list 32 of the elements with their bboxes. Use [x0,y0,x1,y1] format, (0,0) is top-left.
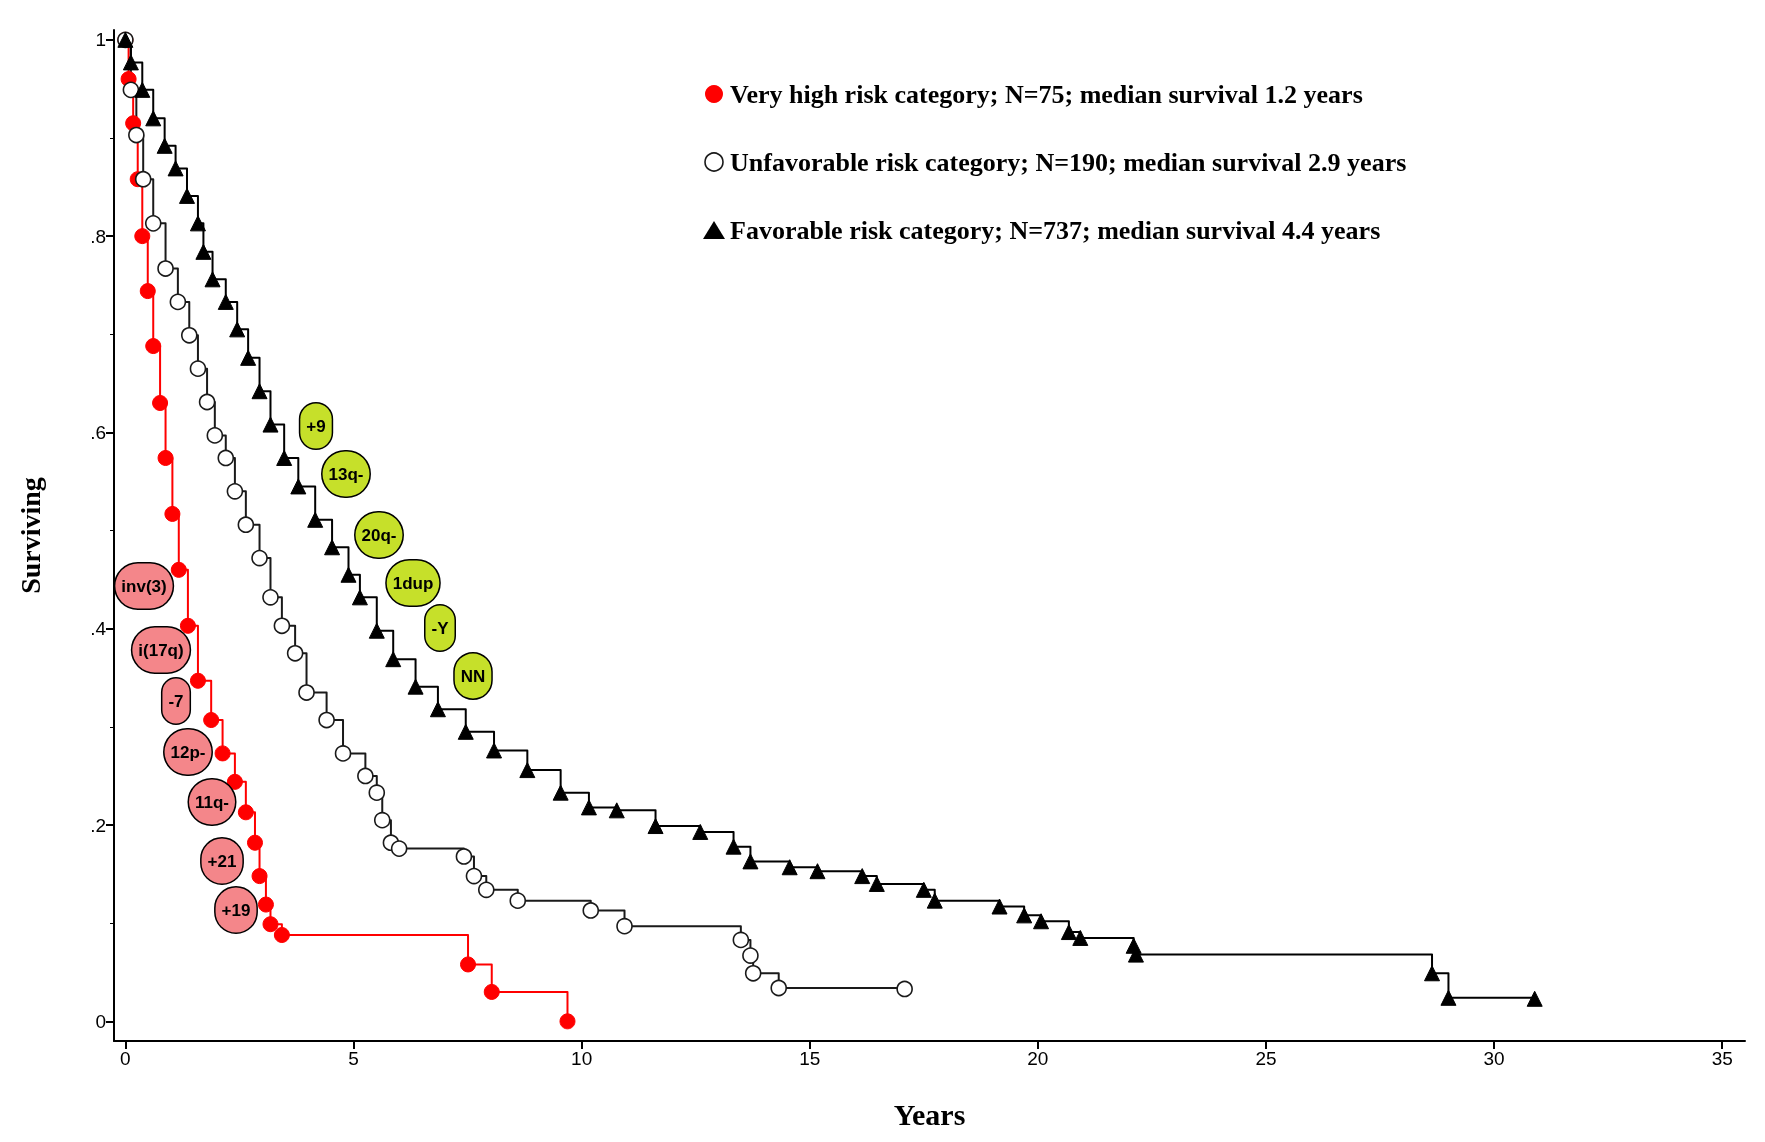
legend-label: Very high risk category; N=75; median survival 1.2 years [730,79,1363,109]
annotation: -Y [431,618,450,638]
annotation: 11q- [194,792,230,812]
annotation: +9 [306,416,326,436]
x-tick-label: 0 [120,1048,131,1069]
x-tick-label: 25 [1255,1048,1277,1069]
annotation: inv(3) [121,576,167,596]
annotation: i(17q) [138,640,184,660]
x-tick-label: 20 [1027,1048,1049,1069]
annotation: 13q- [328,464,364,484]
annotation: 12p- [170,742,206,762]
annotation: +19 [221,900,251,920]
y-tick-label: .6 [90,421,106,443]
y-tick-label: .4 [90,618,107,640]
legend-label: Unfavorable risk category; N=190; median survival 2.9 years [730,147,1407,177]
x-tick-label: 10 [571,1048,593,1069]
annotation: NN [460,666,486,686]
x-axis-title: Years [893,1097,966,1131]
x-tick-label: 30 [1483,1048,1505,1069]
y-tick-label: .8 [90,225,106,247]
y-tick-label: 0 [95,1010,106,1032]
y-tick-label: .2 [90,814,106,836]
x-tick-label: 35 [1711,1048,1733,1069]
x-tick-label: 5 [348,1048,359,1069]
annotation: -7 [168,691,184,711]
x-tick-label: 15 [799,1048,821,1069]
annotation: 20q- [361,525,397,545]
y-tick-label: 1 [95,29,106,51]
annotation: 1dup [392,573,434,593]
annotation: +21 [207,851,237,871]
y-axis-title: Surviving [14,477,46,594]
legend-label: Favorable risk category; N=737; median survival 4.4 years [730,215,1381,245]
